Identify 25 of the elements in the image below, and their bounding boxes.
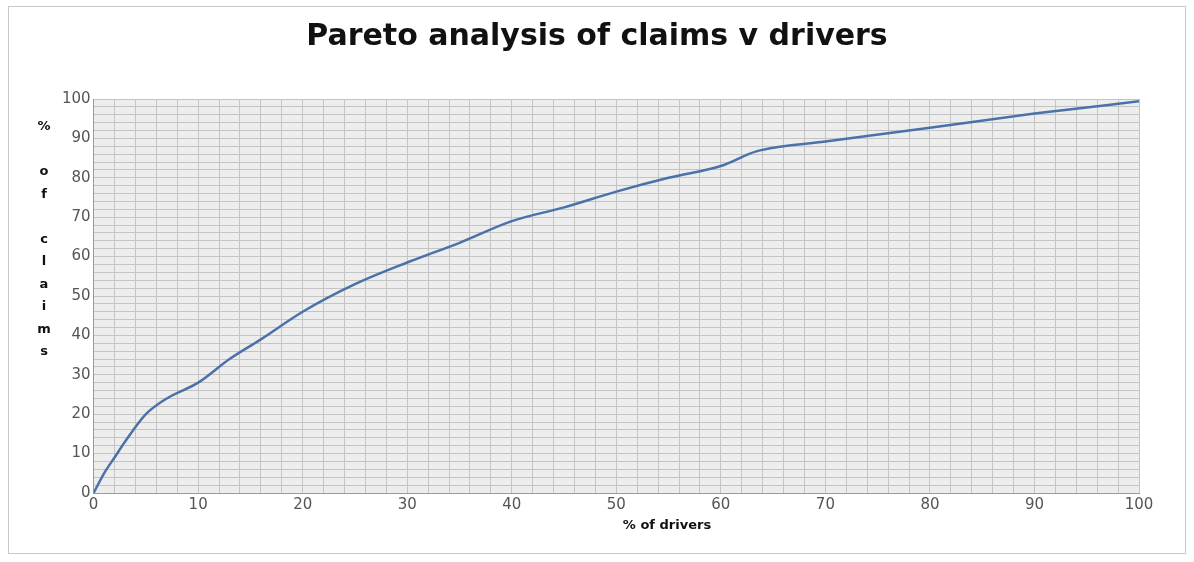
y-tick-label: 30 [71, 364, 91, 383]
y-tick-label: 20 [71, 404, 91, 423]
y-tick-label: 90 [71, 128, 91, 147]
chart-title: Pareto analysis of claims v drivers [305, 17, 889, 52]
y-tick-label: 50 [71, 285, 91, 304]
x-tick-label: 90 [1024, 494, 1045, 513]
y-tick-label: 80 [71, 167, 91, 186]
x-tick-label: 100 [1124, 494, 1154, 513]
y-tick-label: 40 [71, 325, 91, 344]
x-tick-label: 10 [188, 494, 208, 513]
y-tick-label: 70 [71, 207, 91, 226]
text: % of claims [37, 118, 51, 358]
x-tick-label: 80 [920, 494, 940, 513]
x-tick-label: 50 [606, 494, 626, 513]
y-tick-label: 0 [81, 482, 91, 501]
y-tick-label: 10 [71, 443, 91, 462]
x-tick-label: 60 [711, 494, 731, 513]
x-tick-label: 20 [293, 494, 313, 513]
y-tick-label: 100 [61, 88, 91, 107]
x-tick-label: 40 [502, 494, 522, 513]
y-tick-label: 60 [71, 246, 91, 265]
x-tick-label: 70 [815, 494, 835, 513]
x-axis-title: % of drivers [621, 517, 713, 532]
line-series [93, 100, 1139, 493]
x-tick-label: 30 [397, 494, 417, 513]
